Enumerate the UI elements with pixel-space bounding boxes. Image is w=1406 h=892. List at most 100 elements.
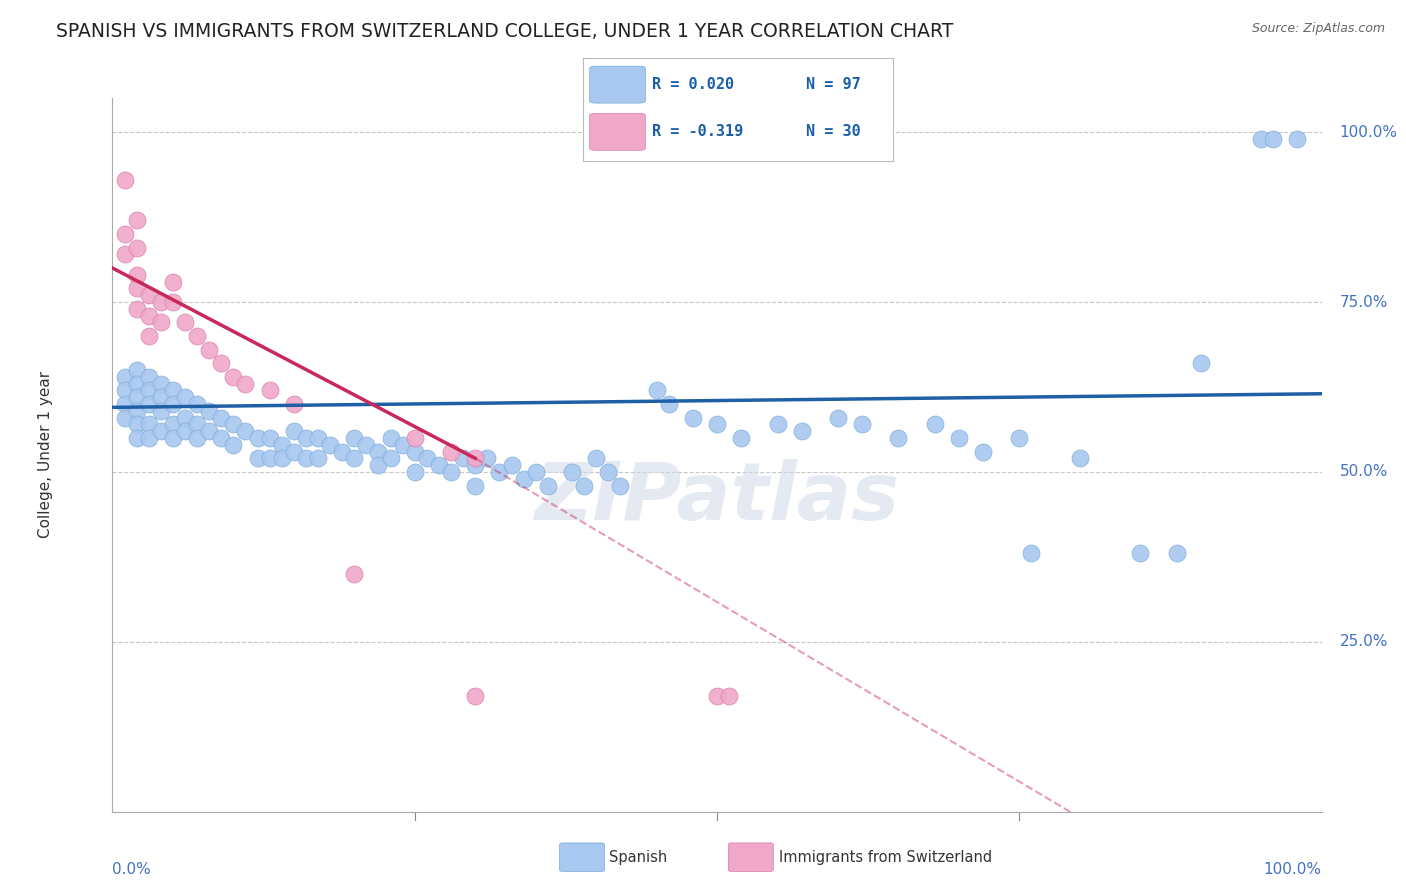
Text: 75.0%: 75.0%: [1340, 294, 1388, 310]
Point: [451, 451, 474, 466]
Point: [404, 444, 426, 458]
Text: 100.0%: 100.0%: [1264, 862, 1322, 877]
Point: [464, 689, 486, 703]
FancyBboxPatch shape: [589, 66, 645, 103]
Point: [198, 343, 221, 357]
Point: [343, 431, 366, 445]
Point: [222, 417, 245, 432]
Point: [138, 309, 160, 323]
Point: [125, 376, 148, 391]
Point: [283, 424, 305, 438]
Point: [706, 689, 728, 703]
Point: [1263, 132, 1285, 146]
Point: [186, 431, 208, 445]
Point: [380, 451, 402, 466]
Text: Spanish: Spanish: [609, 850, 666, 864]
Text: 50.0%: 50.0%: [1340, 465, 1388, 479]
Point: [114, 384, 136, 398]
Point: [948, 431, 970, 445]
Point: [718, 689, 741, 703]
Point: [198, 424, 221, 438]
Point: [790, 424, 813, 438]
Point: [149, 424, 172, 438]
FancyBboxPatch shape: [589, 113, 645, 150]
Point: [174, 390, 197, 404]
Point: [658, 397, 681, 411]
Text: 0.0%: 0.0%: [112, 862, 152, 877]
Text: N = 30: N = 30: [806, 124, 860, 139]
Text: SPANISH VS IMMIGRANTS FROM SWITZERLAND COLLEGE, UNDER 1 YEAR CORRELATION CHART: SPANISH VS IMMIGRANTS FROM SWITZERLAND C…: [56, 22, 953, 41]
Point: [319, 438, 342, 452]
Point: [343, 566, 366, 581]
Point: [1286, 132, 1309, 146]
Point: [259, 384, 281, 398]
Point: [138, 288, 160, 302]
Point: [1189, 356, 1212, 370]
Point: [209, 410, 232, 425]
Point: [706, 417, 728, 432]
Point: [404, 431, 426, 445]
Point: [380, 431, 402, 445]
Point: [270, 438, 292, 452]
Point: [246, 451, 269, 466]
Point: [645, 384, 668, 398]
Point: [125, 403, 148, 417]
Text: N = 97: N = 97: [806, 77, 860, 92]
Point: [138, 369, 160, 384]
Point: [464, 451, 486, 466]
Point: [295, 431, 318, 445]
Point: [464, 458, 486, 472]
Point: [114, 397, 136, 411]
Point: [356, 438, 378, 452]
Point: [1250, 132, 1272, 146]
Point: [682, 410, 704, 425]
Point: [198, 403, 221, 417]
Point: [1069, 451, 1091, 466]
Point: [440, 465, 463, 479]
Text: College, Under 1 year: College, Under 1 year: [38, 371, 53, 539]
Point: [186, 417, 208, 432]
Point: [138, 329, 160, 343]
Point: [427, 458, 450, 472]
Text: R = 0.020: R = 0.020: [651, 77, 734, 92]
Point: [1021, 546, 1043, 560]
Point: [330, 444, 353, 458]
Point: [222, 438, 245, 452]
Point: [1008, 431, 1031, 445]
Point: [114, 227, 136, 241]
Point: [924, 417, 946, 432]
Point: [149, 403, 172, 417]
Point: [295, 451, 318, 466]
Point: [125, 213, 148, 227]
Point: [404, 465, 426, 479]
Point: [440, 444, 463, 458]
Point: [149, 376, 172, 391]
Point: [887, 431, 910, 445]
Point: [501, 458, 523, 472]
Point: [149, 295, 172, 310]
Point: [138, 431, 160, 445]
Point: [512, 472, 534, 486]
Point: [209, 431, 232, 445]
Point: [766, 417, 789, 432]
Point: [114, 247, 136, 261]
Point: [138, 417, 160, 432]
Point: [149, 390, 172, 404]
Point: [235, 376, 257, 391]
Point: [827, 410, 849, 425]
Point: [114, 172, 136, 186]
Point: [270, 451, 292, 466]
Point: [1129, 546, 1152, 560]
Text: 25.0%: 25.0%: [1340, 634, 1388, 649]
Point: [537, 478, 560, 492]
Point: [125, 363, 148, 377]
Point: [138, 384, 160, 398]
Point: [572, 478, 595, 492]
Point: [283, 444, 305, 458]
Point: [367, 444, 389, 458]
Text: R = -0.319: R = -0.319: [651, 124, 742, 139]
Point: [162, 431, 184, 445]
Point: [477, 451, 499, 466]
Point: [222, 369, 245, 384]
Point: [162, 397, 184, 411]
